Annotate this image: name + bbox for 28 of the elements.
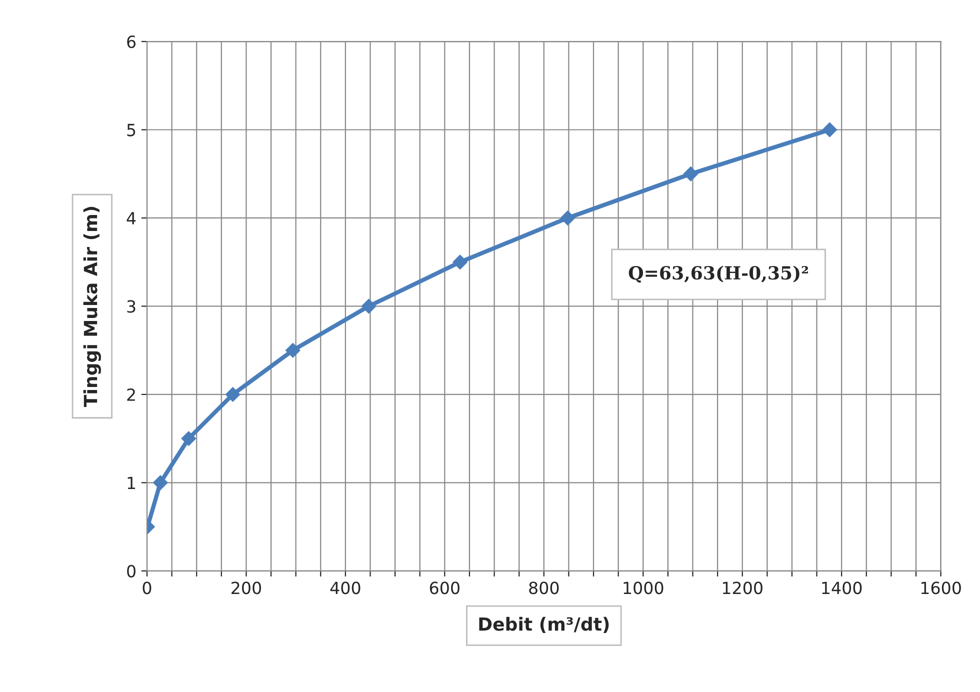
y-tick-label: 3 <box>127 300 136 313</box>
x-tick-label: 1000 <box>624 582 664 594</box>
point <box>452 254 468 270</box>
y-tick-label: 5 <box>127 124 136 136</box>
x-tick-label: 200 <box>232 582 262 594</box>
point <box>361 298 376 314</box>
x-tick-label: 800 <box>529 582 559 594</box>
point <box>285 342 300 358</box>
x-tick-label: 400 <box>330 582 360 594</box>
x-tick-label: 1400 <box>822 582 862 594</box>
point <box>683 166 698 182</box>
x-tick-label: 0 <box>142 582 152 594</box>
y-tick-label: 0 <box>127 564 136 578</box>
x-tick-label: 1200 <box>722 582 762 594</box>
point <box>181 431 196 446</box>
annotation: Q=63,63(H-0,35)² <box>628 266 808 283</box>
point <box>560 210 576 226</box>
y-axis-title: Tinggi Muka Air (m) <box>83 206 101 407</box>
point <box>822 122 838 138</box>
point <box>153 475 168 490</box>
y-tick-label: 1 <box>128 476 136 489</box>
x-tick-label: 600 <box>430 582 460 594</box>
x-tick-label: 1600 <box>921 582 961 594</box>
y-tick-label: 2 <box>127 388 135 401</box>
point <box>225 387 240 402</box>
y-tick-label: 4 <box>126 212 136 224</box>
x-axis-title: Debit (m³/dt) <box>479 616 609 633</box>
y-tick-label: 6 <box>127 35 136 48</box>
